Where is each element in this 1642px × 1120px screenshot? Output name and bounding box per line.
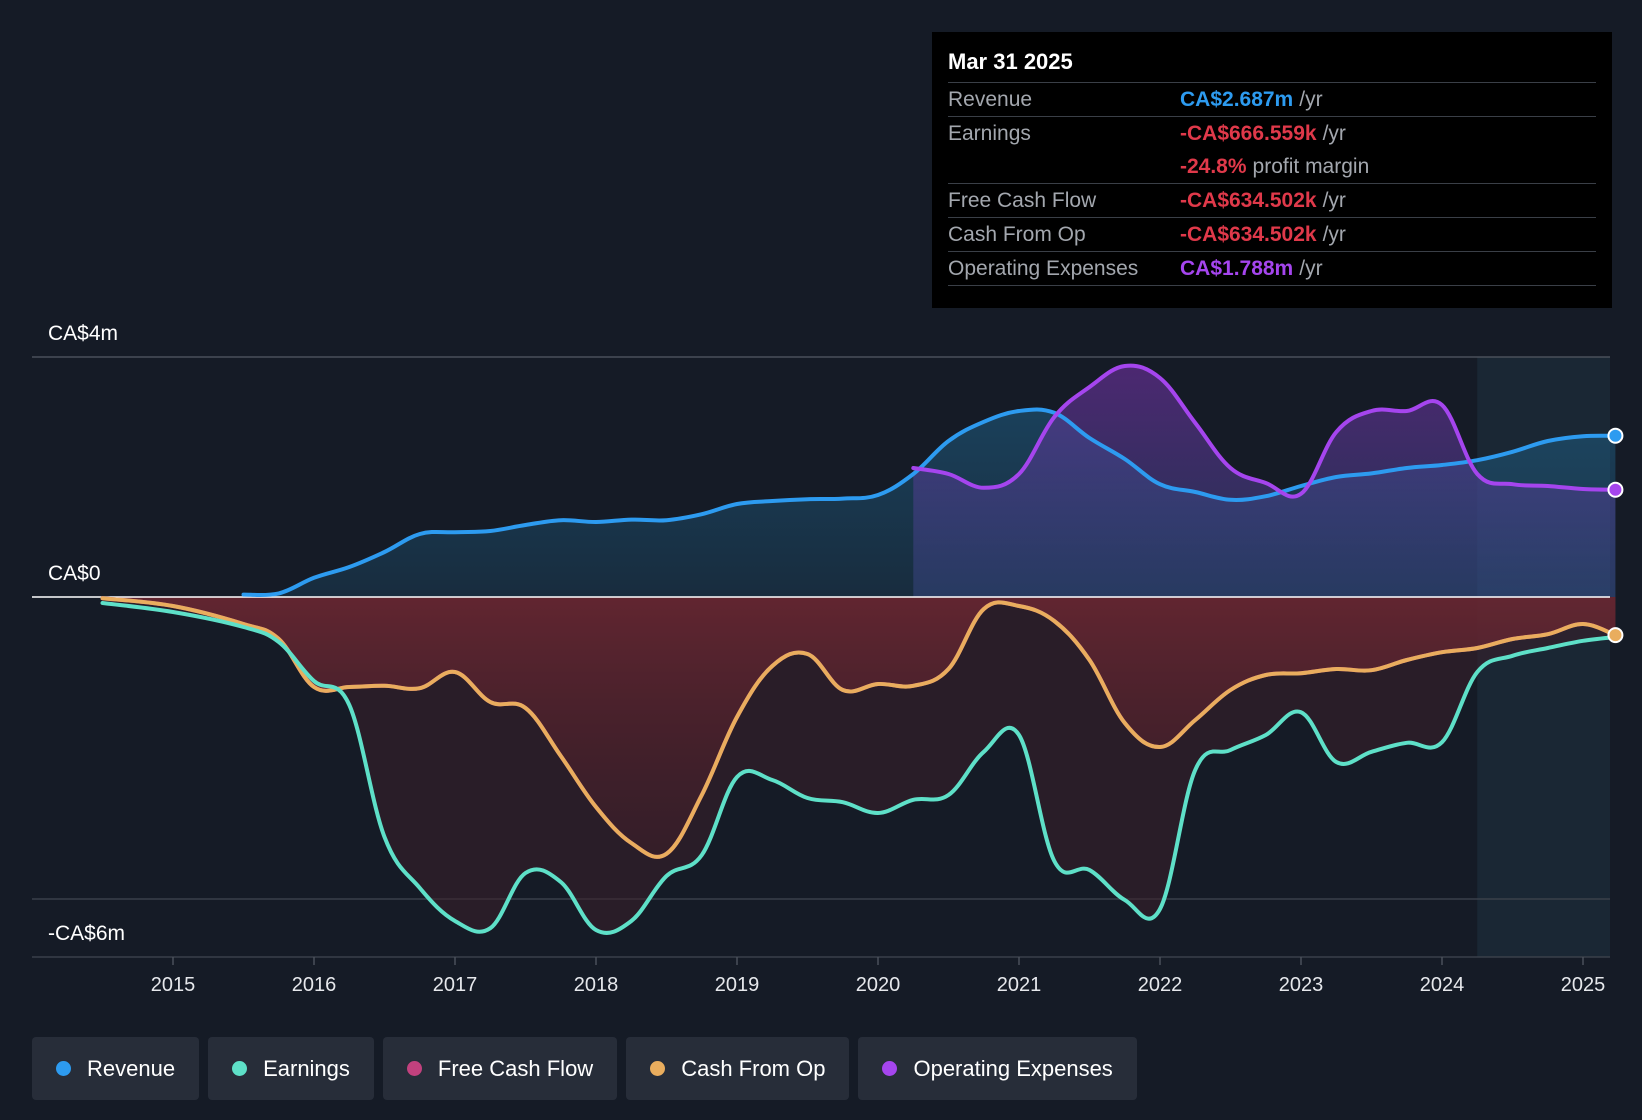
y-label-top: CA$4m	[48, 322, 118, 345]
cfo-end-marker	[1607, 627, 1624, 644]
tooltip-label: Earnings	[948, 121, 1031, 145]
legend-label: Operating Expenses	[913, 1055, 1113, 1081]
x-tick-label: 2020	[856, 974, 901, 996]
x-tick-label: 2016	[292, 974, 337, 996]
x-tick-label: 2022	[1138, 974, 1183, 996]
revenue-line	[241, 407, 1618, 598]
tooltip-label: Operating Expenses	[948, 256, 1139, 280]
x-tick-label: 2018	[574, 974, 619, 996]
financial-chart: CA$4m CA$0 -CA$6m 2015 2016 2017 2018 2019 20…	[32, 322, 1624, 996]
legend-fcf-toggle[interactable]: Free Cash Flow	[382, 1037, 618, 1100]
x-tick-label: 2023	[1279, 974, 1324, 996]
tooltip-value: -24.8%	[1180, 154, 1247, 178]
fcf-dot-icon	[406, 1061, 422, 1076]
tooltip-value: -CA$634.502k	[1180, 188, 1317, 212]
tooltip-unit: /yr	[1299, 87, 1323, 111]
cfo-dot-icon	[650, 1061, 666, 1076]
tooltip-label: Revenue	[948, 87, 1033, 111]
opex-end-marker	[1607, 481, 1624, 498]
earnings-line	[100, 601, 1618, 935]
x-tick-label: 2025	[1561, 974, 1606, 996]
tooltip-value: -CA$634.502k	[1180, 222, 1317, 246]
tooltip-unit: /yr	[1322, 121, 1346, 145]
legend: Revenue Earnings Free Cash Flow Cash Fro…	[32, 1037, 1137, 1100]
opex-dot-icon	[882, 1061, 898, 1076]
earnings-dot-icon	[232, 1061, 248, 1076]
legend-earnings-toggle[interactable]: Earnings	[208, 1037, 374, 1100]
x-tick-label: 2024	[1420, 974, 1465, 996]
tooltip-row-revenue: Revenue CA$2.687m /yr	[948, 82, 1596, 116]
tooltip-date: Mar 31 2025	[948, 49, 1073, 74]
revenue-end-marker	[1607, 427, 1624, 444]
tooltip-label: Free Cash Flow	[948, 188, 1097, 212]
tooltip-unit: /yr	[1322, 188, 1346, 212]
legend-label: Free Cash Flow	[437, 1055, 594, 1081]
tooltip-row-earnings: Earnings -CA$666.559k /yr	[948, 116, 1596, 150]
tooltip-label: Cash From Op	[948, 222, 1086, 246]
y-label-bottom: -CA$6m	[48, 922, 125, 945]
legend-revenue-toggle[interactable]: Revenue	[32, 1037, 200, 1100]
tooltip-unit: /yr	[1299, 256, 1323, 280]
x-tick-label: 2021	[997, 974, 1042, 996]
opex-line	[911, 363, 1618, 499]
x-tick-label: 2019	[715, 974, 760, 996]
tooltip-unit: /yr	[1322, 222, 1346, 246]
x-tick-label: 2015	[151, 974, 196, 996]
tooltip-value: CA$1.788m	[1180, 256, 1294, 280]
tooltip-row-margin: -24.8% profit margin	[948, 150, 1596, 183]
x-axis-ticks: 2015 2016 2017 2018 2019 2020 2021 2022 2023 2024…	[151, 957, 1606, 996]
tooltip: Mar 31 2025 Revenue CA$2.687m /yr Earnin…	[932, 32, 1612, 308]
tooltip-row-cfo: Cash From Op -CA$634.502k /yr	[948, 217, 1596, 251]
legend-label: Earnings	[263, 1055, 350, 1081]
tooltip-value: CA$2.687m	[1180, 87, 1294, 111]
earnings-area	[102, 597, 1616, 933]
opex-area	[913, 365, 1616, 597]
x-tick-label: 2017	[433, 974, 478, 996]
cfo-line	[100, 596, 1618, 859]
tooltip-unit: profit margin	[1252, 154, 1370, 178]
y-label-zero: CA$0	[48, 562, 101, 585]
legend-label: Cash From Op	[681, 1055, 826, 1081]
legend-cfo-toggle[interactable]: Cash From Op	[626, 1037, 850, 1100]
tooltip-value: -CA$666.559k	[1180, 121, 1317, 145]
revenue-dot-icon	[56, 1061, 71, 1076]
tooltip-row-fcf: Free Cash Flow -CA$634.502k /yr	[948, 183, 1596, 217]
legend-label: Revenue	[87, 1055, 176, 1081]
legend-opex-toggle[interactable]: Operating Expenses	[858, 1037, 1137, 1100]
tooltip-row-opex: Operating Expenses CA$1.788m /yr	[948, 251, 1596, 286]
